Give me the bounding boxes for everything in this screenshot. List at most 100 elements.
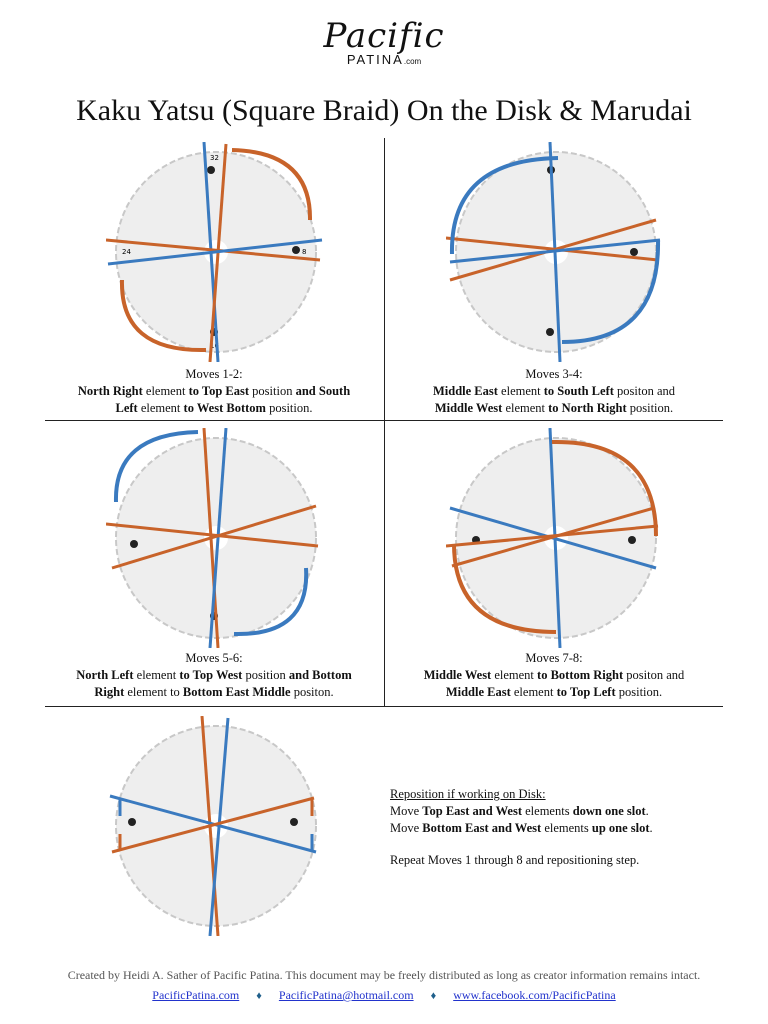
pacific-patina-logo: Pacific PATINA.com [0,18,768,67]
disk-moves-1-2: 32 8 16 24 [106,142,323,362]
caption-line-2: Left element to West Bottom position. [44,400,384,417]
caption-bold: Middle East [445,685,511,699]
strand-orange-2 [106,238,321,262]
strand-blue-1 [208,428,228,648]
caption-line-1: Middle West element to Bottom Right posi… [384,667,724,684]
caption-bold: Left [115,401,138,415]
caption-bold: Middle West [434,401,503,415]
disk-number-top: 32 [210,154,219,162]
disk-dot-north [207,166,215,174]
strand-blue-2 [107,238,323,266]
footer-links: PacificPatina.com ♦ PacificPatina@hotmai… [0,988,768,1003]
email-link[interactable]: PacificPatina@hotmail.com [278,988,414,1002]
caption-moves: Moves 7-8: [525,651,583,665]
disk-reposition [109,716,317,936]
caption-text: element [491,668,538,682]
strand-orange-2 [111,796,315,854]
caption-text: element [502,401,549,415]
caption-bold: Middle East [432,384,498,398]
note-bold: Bottom East and West [422,821,542,835]
disk-number-left: 24 [122,248,131,256]
disk-dot-south [546,328,554,336]
strand-orange-3 [111,504,317,570]
caption-line-2: Right element to Bottom East Middle posi… [44,684,384,701]
disk-number-bottom: 16 [210,342,219,350]
caption-moves: Moves 5-6: [185,651,243,665]
vertical-divider [384,138,385,706]
logo-sub: PATINA.com [0,52,768,67]
strand-blue-2 [449,238,661,264]
disk-dot-east [292,246,300,254]
caption-bold: to Bottom Right [537,668,624,682]
diamond-separator-icon: ♦ [256,990,262,1002]
caption-bold: to West Bottom [183,401,266,415]
logo-dotcom: .com [403,57,422,66]
divider-row-1 [45,420,723,421]
caption-line-2: Middle West element to North Right posit… [384,400,724,417]
caption-text: element to [124,685,183,699]
disk-moves-5-6 [106,428,319,648]
move-arrow-1 [113,430,199,503]
caption-bold: Right [94,685,125,699]
caption-text: position [249,384,296,398]
caption-bold: to Top West [179,668,243,682]
disk-dot-west [130,540,138,548]
strand-orange-2 [106,522,319,548]
strand-orange-2 [451,506,655,568]
caption-text: positon. [290,685,334,699]
move-arrow-1 [449,156,559,255]
disk-dot-west [128,818,136,826]
move-arrow-2 [452,543,557,634]
note-text: Move [390,821,423,835]
caption-text: positon and [623,668,685,682]
disk-number-right: 8 [302,248,306,256]
note-text: Move [390,804,423,818]
caption-bold: to North Right [548,401,627,415]
note-text: . [649,821,653,835]
caption-text: position. [615,685,663,699]
caption-bold: Middle West [423,668,492,682]
caption-bold: to South Left [543,384,614,398]
caption-text: position [242,668,289,682]
reposition-line-2: Move Bottom East and West elements up on… [390,820,720,837]
caption-moves-1-2: Moves 1-2: North Right element to Top Ea… [44,366,384,417]
disk-dot-east [628,536,636,544]
note-text: elements [541,821,592,835]
disk-dot-east [630,248,638,256]
caption-moves: Moves 1-2: [185,367,243,381]
caption-text: element [497,384,544,398]
logo-script: Pacific [323,16,445,56]
reposition-note: Reposition if working on Disk: Move Top … [390,786,720,869]
facebook-link[interactable]: www.facebook.com/PacificPatina [453,988,616,1002]
caption-line-1: North Left element to Top West position … [44,667,384,684]
diamond-separator-icon: ♦ [430,990,437,1002]
caption-text: element [510,685,557,699]
note-spacer [390,837,720,852]
caption-line-2: Middle East element to Top Left position… [384,684,724,701]
disk-dot-east [290,818,298,826]
caption-text: element [137,401,184,415]
move-arrow-2 [561,239,661,344]
caption-line-1: Middle East element to South Left posito… [384,383,724,400]
website-link[interactable]: PacificPatina.com [152,988,240,1002]
caption-bold: and Bottom [288,668,352,682]
caption-moves: Moves 3-4: [525,367,583,381]
caption-text: element [142,384,189,398]
repeat-instruction: Repeat Moves 1 through 8 and repositioni… [390,853,640,867]
note-text: . [645,804,649,818]
note-bold: down one slot [572,804,646,818]
caption-bold: North Right [77,384,143,398]
disk-moves-7-8 [446,428,659,648]
caption-moves-5-6: Moves 5-6: North Left element to Top Wes… [44,650,384,701]
caption-text: position. [626,401,674,415]
caption-bold: and South [295,384,351,398]
caption-text: positon and [613,384,676,398]
move-arrow-2 [233,567,309,637]
logo-patina: PATINA [346,52,404,67]
caption-bold: to Top East [188,384,250,398]
move-arrow-2 [119,279,207,353]
note-bold: Top East and West [422,804,522,818]
reposition-heading: Reposition if working on Disk: [390,787,546,801]
caption-bold: to Top Left [556,685,616,699]
divider-row-2 [45,706,723,707]
